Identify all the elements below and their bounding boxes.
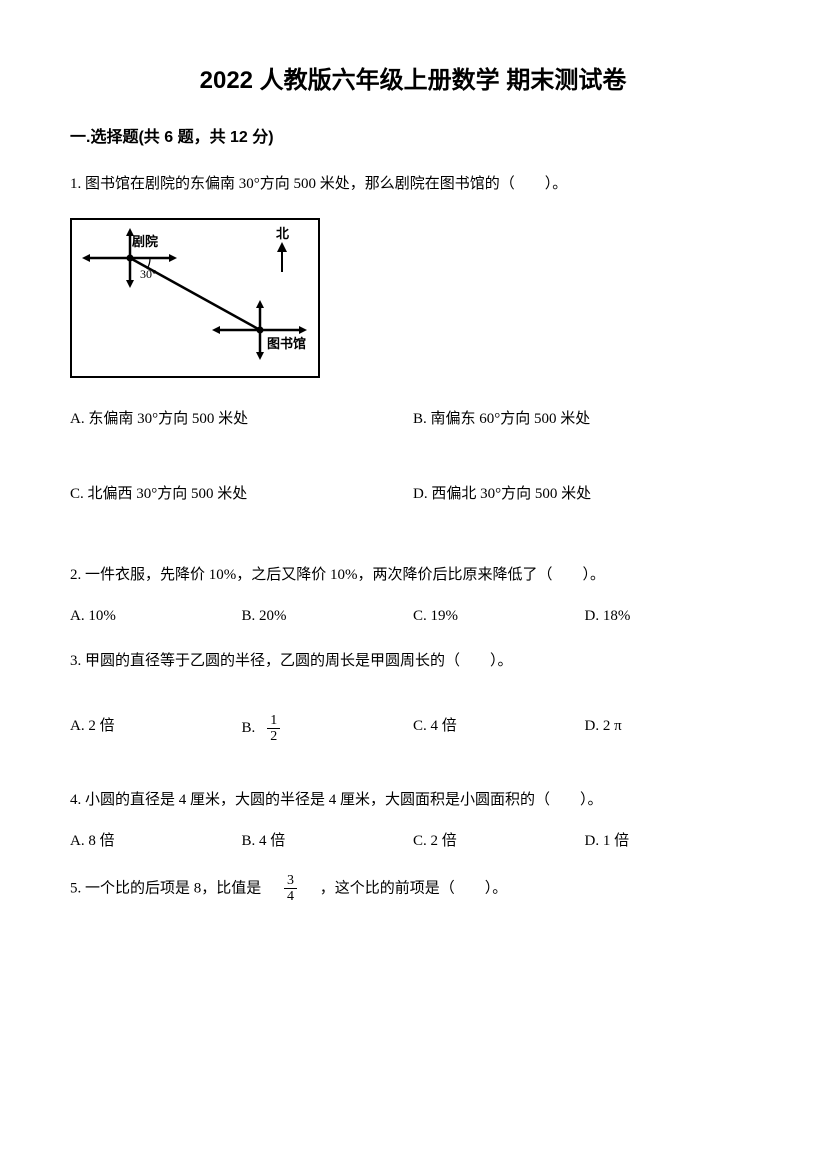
denominator: 4 [284, 889, 297, 904]
option-b: B. 南偏东 60°方向 500 米处 [413, 406, 756, 433]
text-before: 5. 一个比的后项是 8，比值是 [70, 880, 276, 896]
options-row: C. 北偏西 30°方向 500 米处 D. 西偏北 30°方向 500 米处 [70, 481, 756, 508]
option-c: C. 北偏西 30°方向 500 米处 [70, 481, 413, 508]
option-d: D. 2 π [585, 713, 757, 745]
fraction: 1 2 [267, 713, 280, 745]
options-row: A. 8 倍 B. 4 倍 C. 2 倍 D. 1 倍 [70, 828, 756, 855]
option-label: B. [242, 715, 256, 742]
option-a: A. 10% [70, 603, 242, 630]
numerator: 1 [267, 713, 280, 729]
question-3: 3. 甲圆的直径等于乙圆的半径，乙圆的周长是甲圆周长的（ ）。 A. 2 倍 B… [70, 648, 756, 745]
question-text: 5. 一个比的后项是 8，比值是 3 4 ，这个比的前项是（ ）。 [70, 873, 756, 905]
option-a: A. 2 倍 [70, 713, 242, 745]
option-b: B. 20% [242, 603, 414, 630]
question-4: 4. 小圆的直径是 4 厘米，大圆的半径是 4 厘米，大圆面积是小圆面积的（ ）… [70, 787, 756, 855]
option-a: A. 8 倍 [70, 828, 242, 855]
question-5: 5. 一个比的后项是 8，比值是 3 4 ，这个比的前项是（ ）。 [70, 873, 756, 905]
numerator: 3 [284, 873, 297, 889]
option-b: B. 4 倍 [242, 828, 414, 855]
options-row: A. 东偏南 30°方向 500 米处 B. 南偏东 60°方向 500 米处 [70, 406, 756, 433]
north-label: 北 [276, 226, 289, 241]
option-c: C. 19% [413, 603, 585, 630]
option-d: D. 18% [585, 603, 757, 630]
direction-diagram: 剧院 30° 图书馆 北 [70, 218, 320, 378]
question-text: 1. 图书馆在剧院的东偏南 30°方向 500 米处，那么剧院在图书馆的（ ）。 [70, 171, 756, 198]
question-text: 3. 甲圆的直径等于乙圆的半径，乙圆的周长是甲圆周长的（ ）。 [70, 648, 756, 675]
fraction: 3 4 [284, 873, 297, 905]
option-d: D. 西偏北 30°方向 500 米处 [413, 481, 756, 508]
text-after: ，这个比的前项是（ ）。 [305, 880, 508, 896]
denominator: 2 [267, 729, 280, 744]
page-title: 2022 人教版六年级上册数学 期末测试卷 [70, 60, 756, 95]
option-b: B. 1 2 [242, 713, 414, 745]
option-c: C. 4 倍 [413, 713, 585, 745]
options-row: A. 10% B. 20% C. 19% D. 18% [70, 603, 756, 630]
options-row: A. 2 倍 B. 1 2 C. 4 倍 D. 2 π [70, 713, 756, 745]
diagram-container: 剧院 30° 图书馆 北 [70, 218, 756, 378]
library-label: 图书馆 [267, 336, 306, 351]
option-d: D. 1 倍 [585, 828, 757, 855]
question-text: 4. 小圆的直径是 4 厘米，大圆的半径是 4 厘米，大圆面积是小圆面积的（ ）… [70, 787, 756, 814]
section-header: 一.选择题(共 6 题，共 12 分) [70, 123, 756, 147]
question-text: 2. 一件衣服，先降价 10%，之后又降价 10%，两次降价后比原来降低了（ ）… [70, 562, 756, 589]
question-1: 1. 图书馆在剧院的东偏南 30°方向 500 米处，那么剧院在图书馆的（ ）。… [70, 171, 756, 508]
theater-label: 剧院 [132, 234, 158, 249]
option-a: A. 东偏南 30°方向 500 米处 [70, 406, 413, 433]
option-c: C. 2 倍 [413, 828, 585, 855]
question-2: 2. 一件衣服，先降价 10%，之后又降价 10%，两次降价后比原来降低了（ ）… [70, 562, 756, 630]
